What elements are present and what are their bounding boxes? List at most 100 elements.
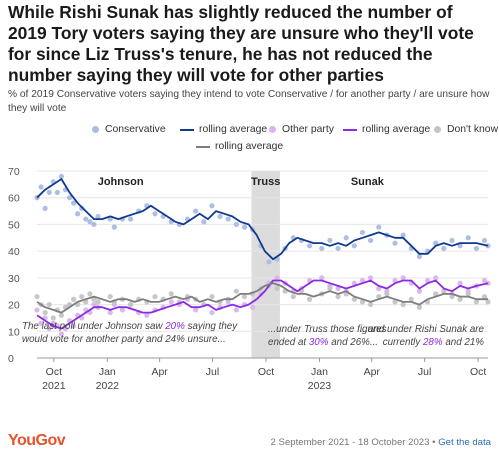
legend-label-dont-know: Don't know: [447, 124, 499, 135]
annotation-highlight: 28%: [422, 337, 443, 348]
data-point-other-party: [107, 309, 113, 316]
data-point-don-t-know: [274, 285, 280, 292]
annotation-3-line-2: currently 28% and 21%: [383, 337, 485, 348]
data-point-don-t-know: [408, 296, 414, 302]
annotation-text: and 21%: [443, 337, 485, 348]
legend-label-dont-know-average: rolling average: [215, 141, 284, 152]
data-point-conservative: [209, 203, 215, 209]
y-tick-label: 10: [8, 326, 20, 338]
annotation-text: saying they: [185, 321, 238, 332]
data-point-other-party: [258, 291, 264, 297]
data-point-other-party: [433, 275, 439, 281]
x-tick-label: Jan: [99, 366, 116, 378]
data-point-conservative: [54, 189, 60, 195]
rolling-average-line-don-t-know: [36, 282, 488, 314]
data-point-don-t-know: [152, 293, 158, 300]
data-point-conservative: [343, 235, 349, 241]
data-point-don-t-know: [79, 293, 85, 300]
data-point-conservative: [449, 237, 455, 244]
data-point-conservative: [38, 184, 44, 190]
x-tick-label: Jul: [206, 366, 219, 378]
data-point-don-t-know: [58, 312, 65, 318]
data-point-conservative: [79, 205, 85, 211]
data-point-conservative: [201, 219, 207, 225]
data-point-conservative: [400, 232, 406, 238]
data-point-other-party: [274, 275, 280, 281]
y-tick-label: 60: [8, 193, 20, 205]
data-point-conservative: [392, 240, 398, 246]
legend-label-conservative: Conservative: [105, 124, 166, 135]
data-point-don-t-know: [457, 296, 463, 302]
data-point-conservative: [266, 259, 272, 265]
data-point-other-party: [424, 277, 431, 284]
x-tick-label: Jul: [418, 366, 431, 378]
data-point-conservative: [152, 211, 158, 217]
data-point-other-party: [34, 307, 40, 313]
y-tick-label: 40: [8, 246, 20, 258]
data-point-other-party: [209, 309, 215, 316]
data-point-other-party: [368, 275, 374, 281]
legend-label-conservative-average: rolling average: [199, 124, 268, 135]
period-shade-truss: [251, 171, 280, 358]
chart-title: While Rishi Sunak has slightly reduced t…: [8, 2, 474, 85]
data-point-conservative: [127, 216, 134, 222]
data-point-don-t-know: [368, 301, 374, 308]
legend-item-conservative: Conservative: [92, 124, 166, 135]
data-point-other-party: [457, 280, 463, 286]
data-point-conservative: [241, 224, 248, 230]
data-point-don-t-know: [71, 296, 77, 302]
data-point-don-t-know: [42, 309, 48, 316]
data-point-don-t-know: [481, 293, 488, 300]
data-point-don-t-know: [83, 299, 89, 305]
data-point-don-t-know: [306, 296, 313, 302]
data-point-don-t-know: [359, 299, 366, 305]
legend-label-other-party: Other party: [282, 124, 334, 135]
data-point-conservative: [319, 245, 325, 252]
data-point-conservative: [58, 173, 65, 179]
data-point-other-party: [91, 301, 97, 308]
data-point-don-t-know: [87, 291, 93, 297]
x-tick-year-label: 2022: [96, 380, 120, 392]
legend-swatch-conservative-line: [180, 128, 194, 131]
data-point-other-party: [144, 312, 150, 318]
annotation-3-line-1: ...and under Rishi Sunak are: [360, 324, 485, 335]
data-point-conservative: [95, 213, 101, 220]
data-point-conservative: [71, 200, 77, 206]
data-point-conservative: [368, 237, 374, 244]
data-point-don-t-know: [473, 299, 479, 305]
rolling-average-line-conservative: [36, 178, 489, 261]
x-tick-label: Oct: [258, 366, 274, 378]
legend-item-dont-know-average: rolling average: [196, 141, 283, 152]
data-point-don-t-know: [327, 285, 333, 292]
data-point-don-t-know: [95, 299, 101, 305]
data-point-don-t-know: [209, 293, 215, 300]
data-point-don-t-know: [485, 299, 491, 305]
legend-swatch-dont-know-line: [196, 145, 210, 148]
annotation-text: and 26%...: [328, 337, 378, 348]
data-point-don-t-know: [400, 301, 406, 308]
chart-subtitle: % of 2019 Conservative voters saying the…: [8, 89, 490, 114]
annotation-text: ...and under Rishi Sunak are: [360, 324, 485, 335]
footer-date-range: 2 September 2021 - 18 October 2023 •: [270, 437, 436, 448]
data-point-don-t-know: [433, 291, 439, 297]
legend-swatch-other-dot: [269, 126, 276, 133]
chart-plot: 0 10 20 30 40 50 60 70 Oct 2021 Jan 2022 Apr Jul Oct Ja…: [8, 166, 491, 392]
data-point-other-party: [351, 280, 357, 286]
x-tick-label: Oct: [470, 366, 486, 378]
get-the-data-link[interactable]: Get the data: [438, 437, 491, 448]
data-point-conservative: [75, 211, 81, 217]
data-point-don-t-know: [241, 293, 248, 300]
data-point-other-party: [168, 299, 174, 305]
legend-swatch-conservative-dot: [92, 126, 99, 133]
data-point-conservative: [465, 235, 471, 241]
data-point-conservative: [481, 237, 488, 244]
y-tick-label: 30: [8, 273, 20, 285]
data-point-other-party: [250, 304, 256, 310]
data-point-don-t-know: [127, 301, 134, 308]
data-point-conservative: [46, 189, 52, 195]
data-point-conservative: [441, 245, 447, 252]
data-point-conservative: [83, 216, 89, 222]
data-point-conservative: [193, 208, 199, 214]
data-point-conservative: [306, 243, 313, 249]
annotation-highlight: 20%: [164, 321, 185, 332]
